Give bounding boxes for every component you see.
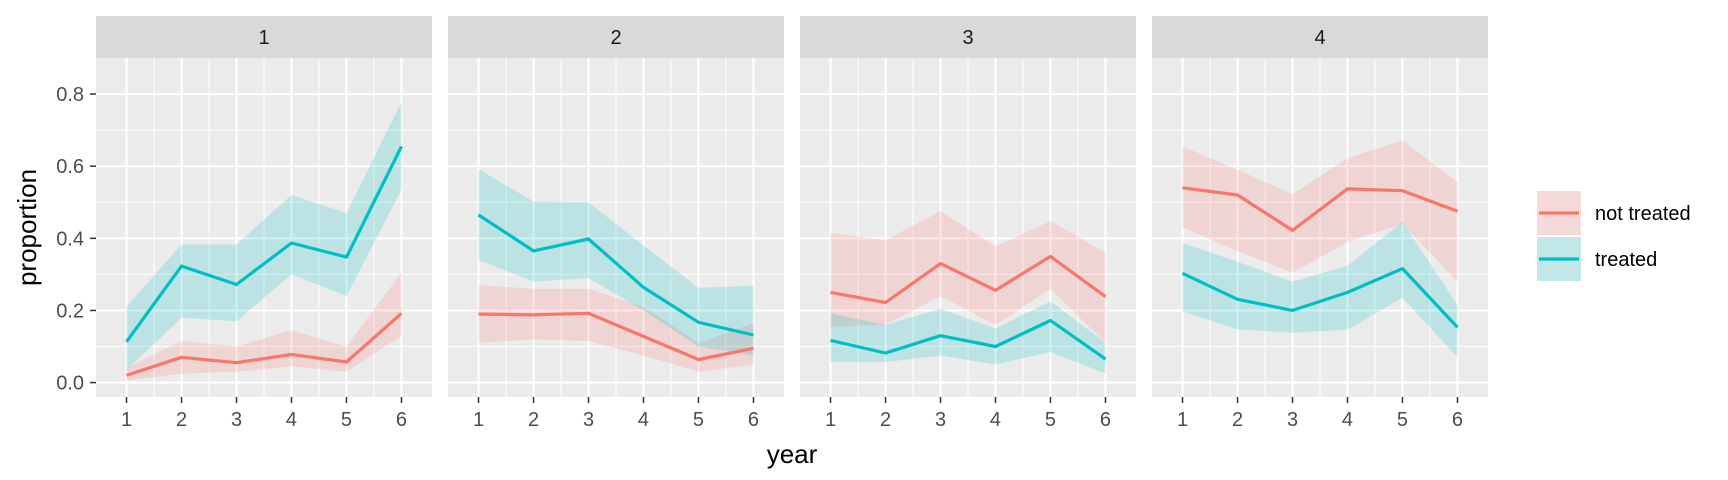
x-tick-label: 2 [1232, 409, 1243, 431]
x-tick-label: 3 [231, 409, 242, 431]
panel-3: 3 [800, 16, 1136, 397]
x-tick-label: 5 [1045, 409, 1056, 431]
facet-strip-label: 4 [1314, 27, 1325, 49]
gridlines [800, 58, 1136, 397]
panel-4: 4 [1152, 16, 1488, 397]
legend: not treated treated [1537, 191, 1691, 281]
line-treated [830, 318, 1107, 361]
x-axes: 1 2 3 4 5 6 1 2 3 4 5 6 1 2 3 4 5 6 1 2 3 4 5 6 [121, 397, 1463, 431]
line-not-treated [478, 311, 754, 362]
x-tick-label: 6 [396, 409, 407, 431]
x-tick-label: 2 [528, 409, 539, 431]
line-treated [125, 145, 403, 343]
line-treated [477, 213, 754, 337]
x-tick-label: 3 [935, 409, 946, 431]
ribbon-treated [830, 301, 1106, 374]
facet-strip [1152, 16, 1488, 58]
x-tick-label: 6 [1100, 409, 1111, 431]
x-tick-label: 6 [1452, 409, 1463, 431]
ribbon-not-treated [126, 272, 402, 381]
legend-label: not treated [1595, 203, 1691, 225]
x-tick-label: 3 [583, 409, 594, 431]
legend-item-not-treated: not treated [1537, 191, 1691, 235]
x-axis-title: year [767, 439, 818, 469]
x-tick-label: 5 [1397, 409, 1408, 431]
panel-2: 2 [448, 16, 784, 397]
ribbon-treated [1182, 222, 1458, 358]
legend-label: treated [1595, 249, 1657, 271]
x-tick-label: 2 [176, 409, 187, 431]
line-not-treated [1182, 186, 1459, 232]
facet-strip [96, 16, 432, 58]
x-tick-label: 2 [880, 409, 891, 431]
x-axis-panel-2: 1 2 3 4 5 6 [473, 397, 759, 431]
x-tick-label: 4 [1342, 409, 1353, 431]
x-tick-label: 5 [693, 409, 704, 431]
facet-strip-label: 2 [610, 27, 621, 49]
x-tick-label: 3 [1287, 409, 1298, 431]
facet-strip [800, 16, 1136, 58]
gridlines [96, 58, 432, 397]
x-axis-panel-1: 1 2 3 4 5 6 [121, 397, 407, 431]
chart-panels: 1 2 3 4 [96, 16, 1488, 397]
gridlines [448, 58, 784, 397]
y-tick-label: 0.4 [56, 228, 84, 250]
gridlines [1152, 58, 1488, 397]
y-axis-title: proportion [12, 169, 42, 286]
ribbon-not-treated [478, 285, 754, 372]
panel-1: 1 [96, 16, 432, 397]
facet-strip-label: 3 [962, 27, 973, 49]
x-tick-label: 1 [121, 409, 132, 431]
facet-strip [448, 16, 784, 58]
y-tick-label: 0.6 [56, 156, 84, 178]
y-tick-label: 0.2 [56, 300, 84, 322]
x-tick-label: 1 [825, 409, 836, 431]
x-tick-label: 6 [748, 409, 759, 431]
x-tick-label: 4 [990, 409, 1001, 431]
y-axis: 0.0 0.2 0.4 0.6 0.8 [56, 84, 96, 395]
line-treated [1181, 267, 1459, 329]
x-axis-panel-4: 1 2 3 4 5 6 [1177, 397, 1463, 431]
legend-item-treated: treated [1537, 237, 1657, 281]
x-tick-label: 1 [1177, 409, 1188, 431]
y-tick-label: 0.0 [56, 373, 84, 395]
facet-strip-label: 1 [258, 27, 269, 49]
ribbon-treated [126, 102, 402, 370]
x-tick-label: 1 [473, 409, 484, 431]
x-tick-label: 5 [341, 409, 352, 431]
x-axis-panel-3: 1 2 3 4 5 6 [825, 397, 1111, 431]
line-not-treated [830, 254, 1107, 305]
y-tick-label: 0.8 [56, 84, 84, 106]
x-tick-label: 4 [286, 409, 297, 431]
line-not-treated [125, 312, 403, 377]
x-tick-label: 4 [638, 409, 649, 431]
